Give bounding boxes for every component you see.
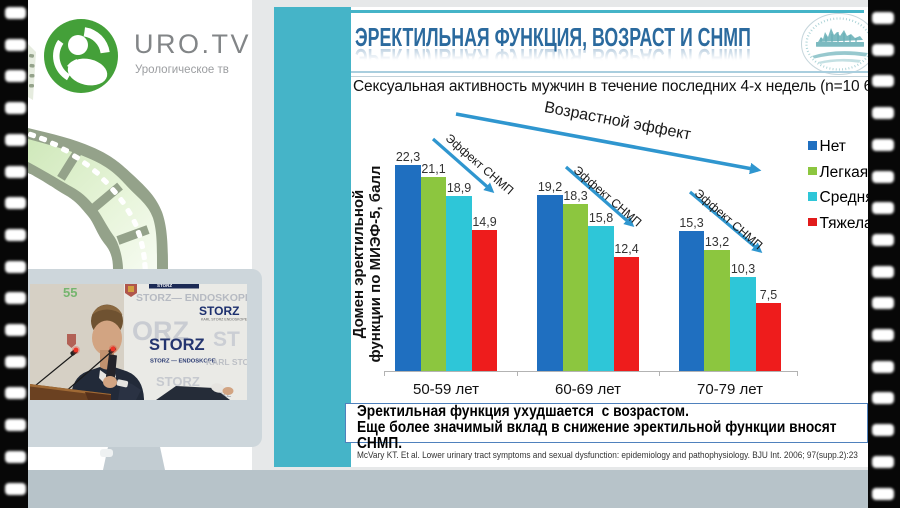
- svg-text:STORZ — ENDOSKOPE: STORZ — ENDOSKOPE: [150, 359, 216, 365]
- svg-text:STORZ: STORZ: [157, 284, 172, 288]
- svg-text:ORZ: ORZ: [132, 316, 189, 346]
- svg-text:STORZ: STORZ: [156, 374, 200, 389]
- svg-text:KARL STORZ: KARL STORZ: [206, 357, 247, 367]
- svg-text:KARL STORZ ENDOSKOPE: KARL STORZ ENDOSKOPE: [201, 318, 247, 322]
- svg-text:STORZ— ENDOSKOPE: STORZ— ENDOSKOPE: [136, 292, 247, 304]
- svg-text:ST: ST: [213, 328, 240, 351]
- svg-text:STORZ: STORZ: [199, 304, 239, 318]
- svg-text:STORZ: STORZ: [149, 336, 205, 354]
- svg-text:55: 55: [63, 285, 77, 300]
